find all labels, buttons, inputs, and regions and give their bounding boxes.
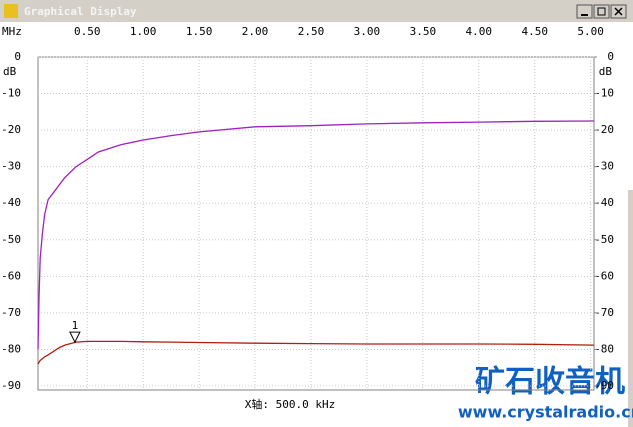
x-tick-label: 5.00 bbox=[577, 25, 604, 38]
side-panel bbox=[628, 190, 633, 427]
y-unit: dB bbox=[3, 65, 17, 78]
y-tick-label: -70 bbox=[1, 306, 21, 319]
y2-tick-label: -10 bbox=[594, 87, 614, 100]
y2-tick-label: -90 bbox=[594, 379, 614, 392]
y2-tick-label: -30 bbox=[594, 160, 614, 173]
y-tick-label: -90 bbox=[1, 379, 21, 392]
x-tick-label: 4.00 bbox=[466, 25, 493, 38]
y2-tick-label: -80 bbox=[594, 342, 614, 355]
y-tick-label: -30 bbox=[1, 160, 21, 173]
y-tick-label: 0 bbox=[14, 50, 21, 63]
y-tick-label: -80 bbox=[1, 342, 21, 355]
series-line bbox=[37, 340, 595, 365]
x-tick-label: 3.00 bbox=[354, 25, 381, 38]
x-tick-label: 2.00 bbox=[242, 25, 269, 38]
app-icon bbox=[4, 4, 18, 18]
watermark-title: 矿石收音机 bbox=[475, 365, 625, 400]
x-unit: MHz bbox=[2, 25, 22, 38]
window-buttons bbox=[576, 4, 627, 19]
y2-tick-label: 0 bbox=[607, 50, 614, 63]
y2-tick-label: -60 bbox=[594, 269, 614, 282]
y-tick-label: -40 bbox=[1, 196, 21, 209]
minimize-button[interactable] bbox=[576, 4, 593, 19]
x-tick-label: 2.50 bbox=[298, 25, 325, 38]
marker bbox=[69, 331, 81, 344]
y2-unit: dB bbox=[599, 65, 613, 78]
y-tick-label: -50 bbox=[1, 233, 21, 246]
marker-label: 1 bbox=[72, 319, 79, 332]
x-axis-label: X轴: 500.0 kHz bbox=[245, 397, 335, 411]
maximize-button[interactable] bbox=[593, 4, 610, 19]
x-tick-label: 1.00 bbox=[130, 25, 157, 38]
plot-frame bbox=[37, 56, 595, 391]
title-bar bbox=[0, 0, 633, 22]
y-tick-label: -10 bbox=[1, 87, 21, 100]
y2-tick-label: -40 bbox=[594, 196, 614, 209]
x-tick-label: 1.50 bbox=[186, 25, 213, 38]
watermark-url: www.crystalradio.cn bbox=[458, 403, 633, 422]
x-tick-label: 3.50 bbox=[410, 25, 437, 38]
window-title: Graphical Display bbox=[24, 5, 137, 18]
y-tick-label: -60 bbox=[1, 269, 21, 282]
y-tick-label: -20 bbox=[1, 123, 21, 136]
x-tick-label: 4.50 bbox=[521, 25, 548, 38]
y2-tick-label: -20 bbox=[594, 123, 614, 136]
x-tick-label: 0.50 bbox=[74, 25, 101, 38]
y2-tick-label: -50 bbox=[594, 233, 614, 246]
series-line bbox=[37, 120, 595, 350]
y2-tick-label: -70 bbox=[594, 306, 614, 319]
